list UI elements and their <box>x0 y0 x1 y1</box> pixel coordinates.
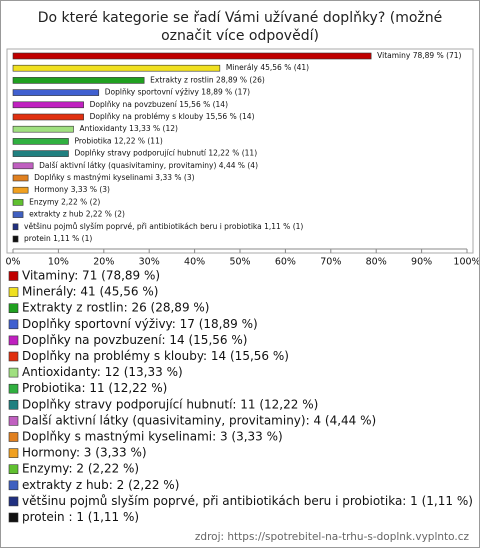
legend-item: většinu pojmů slyším poprvé, při antibio… <box>22 494 473 508</box>
bar <box>12 186 29 194</box>
x-tick-label: 50% <box>229 257 250 268</box>
data-label: většinu pojmů slyším poprvé, při antibio… <box>24 222 303 231</box>
legend-swatch <box>8 319 19 330</box>
legend-item: Minerály: 41 (45,56 %) <box>22 285 158 299</box>
data-label: Enzymy 2,22 % (2) <box>29 197 100 206</box>
legend-swatch <box>8 480 19 491</box>
data-label: Extrakty z rostlin 28,89 % (26) <box>150 75 265 84</box>
legend-item: Probiotika: 11 (12,22 %) <box>22 381 167 395</box>
data-label: Probiotika 12,22 % (11) <box>74 136 162 145</box>
data-label: Doplňky na povzbuzení 15,56 % (14) <box>90 100 228 109</box>
data-label: Doplňky na problémy s klouby 15,56 % (14… <box>90 112 255 121</box>
legend-item: Enzymy: 2 (2,22 %) <box>22 462 139 476</box>
legend-item: Doplňky s mastnými kyselinami: 3 (3,33 %… <box>22 430 283 444</box>
x-tick-label: 100% <box>453 257 479 268</box>
legend-swatch <box>8 512 19 523</box>
bar <box>12 113 84 121</box>
data-label: protein 1,11 % (1) <box>24 234 92 243</box>
legend-item: Extrakty z rostlin: 26 (28,89 %) <box>22 301 209 315</box>
legend-swatch <box>8 416 19 426</box>
legend-swatch <box>8 496 19 507</box>
x-tick-label: 90% <box>411 257 432 268</box>
legend-item: Antioxidanty: 12 (13,33 %) <box>22 365 183 379</box>
legend-item: Hormony: 3 (3,33 %) <box>22 446 147 460</box>
bar <box>12 223 19 231</box>
source: zdroj: https://spotrebitel-na-trhu-s-dop… <box>195 531 470 543</box>
x-tick-label: 80% <box>366 257 387 268</box>
bar <box>12 125 74 133</box>
legend-swatch <box>8 399 19 410</box>
x-tick-label: 0% <box>5 257 20 268</box>
data-label: extrakty z hub 2,22 % (2) <box>29 210 125 219</box>
bar <box>12 174 29 182</box>
legend-swatch <box>8 383 19 394</box>
x-tick-label: 30% <box>139 257 160 268</box>
x-tick-label: 40% <box>184 257 205 268</box>
x-tick-label: 10% <box>48 257 69 268</box>
data-label: Doplňky stravy podporující hubnutí 12,22… <box>74 149 257 158</box>
bar <box>12 89 100 96</box>
bar <box>12 138 69 145</box>
legend-swatch <box>8 367 19 378</box>
bar <box>12 162 34 170</box>
legend-item: Doplňky na povzbuzení: 14 (15,56 %) <box>22 333 247 347</box>
bar <box>12 77 145 84</box>
x-tick-label: 70% <box>320 257 341 268</box>
legend-swatch <box>8 464 19 475</box>
data-label: Antioxidanty 13,33 % (12) <box>80 124 178 133</box>
bar <box>12 150 69 157</box>
bar <box>12 199 24 206</box>
bar <box>12 101 84 109</box>
legend-item: protein : 1 (1,11 %) <box>22 510 139 524</box>
legend-swatch <box>8 448 19 458</box>
data-label: Další aktivní látky (quasivitaminy, prov… <box>39 161 258 170</box>
chart-title: Do které kategorie se řadí Vámi užívané … <box>37 10 443 44</box>
legend-item: Doplňky na problémy s klouby: 14 (15,56 … <box>22 349 289 363</box>
bar <box>12 52 372 60</box>
legend-swatch <box>8 287 19 297</box>
legend-item: Další aktivní látky (quasivitaminy, prov… <box>22 413 376 427</box>
data-label: Hormony 3,33 % (3) <box>34 185 110 194</box>
x-tick-label: 20% <box>93 257 114 268</box>
bar <box>12 64 221 72</box>
legend-swatch <box>8 303 19 314</box>
legend-item: Doplňky stravy podporující hubnutí: 11 (… <box>22 397 318 411</box>
data-label: Doplňky s mastnými kyselinami 3,33 % (3) <box>34 173 194 182</box>
legend-item: Vitaminy: 71 (78,89 %) <box>22 269 160 283</box>
legend-swatch <box>8 432 19 442</box>
legend-swatch <box>8 335 19 346</box>
data-label: Doplňky sportovní výživy 18,89 % (17) <box>105 88 250 97</box>
x-tick-label: 60% <box>275 257 296 268</box>
legend-swatch <box>8 271 19 281</box>
bar <box>12 211 24 218</box>
data-label: Vitaminy 78,89 % (71) <box>377 51 461 60</box>
legend-item: Doplňky sportovní výživy: 17 (18,89 %) <box>22 317 258 331</box>
data-label: Minerály 45,56 % (41) <box>226 63 309 72</box>
bar <box>12 235 19 243</box>
legend-item: extrakty z hub: 2 (2,22 %) <box>22 478 179 492</box>
legend-swatch <box>8 351 19 362</box>
